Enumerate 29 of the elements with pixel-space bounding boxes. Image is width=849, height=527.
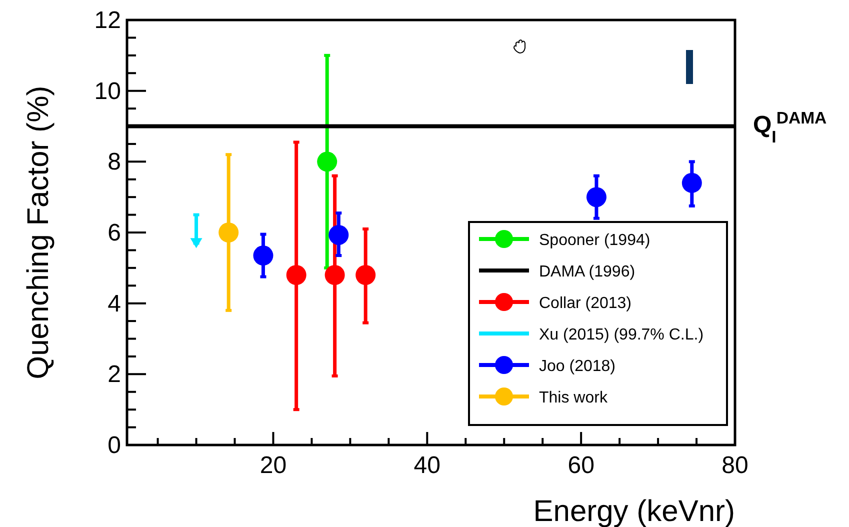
legend-label: Joo (2018) xyxy=(539,358,616,375)
point xyxy=(218,222,239,242)
x-tick-label: 40 xyxy=(414,452,441,479)
y-axis-title: Quenching Factor (%) xyxy=(22,86,55,380)
legend-label: This work xyxy=(539,390,608,406)
x-tick-label: 20 xyxy=(260,452,287,479)
y-tick-label: 6 xyxy=(108,220,121,246)
point xyxy=(586,187,606,208)
y-tick-label: 10 xyxy=(94,78,121,105)
point xyxy=(682,172,702,193)
legend-label: Xu (2015) (99.7% C.L.) xyxy=(539,326,704,344)
y-tick-label: 0 xyxy=(108,432,121,459)
point xyxy=(356,265,376,285)
x-axis-title: Energy (keVnr) xyxy=(533,495,735,527)
x-tick-label: 80 xyxy=(722,452,748,479)
point xyxy=(324,265,345,285)
legend-label: DAMA (1996) xyxy=(539,264,636,280)
x-tick-label: 60 xyxy=(568,452,594,479)
y-tick-label: 4 xyxy=(108,290,121,318)
y-tick-label: 8 xyxy=(108,148,121,176)
y-tick-label: 2 xyxy=(108,361,121,388)
legend-label: Collar (2013) xyxy=(539,295,632,312)
point xyxy=(253,246,274,266)
point xyxy=(286,265,306,285)
point xyxy=(190,238,202,248)
point xyxy=(328,224,349,245)
y-tick-label: 12 xyxy=(94,7,121,34)
point xyxy=(317,152,338,172)
legend-label: Spooner (1994) xyxy=(539,232,650,249)
